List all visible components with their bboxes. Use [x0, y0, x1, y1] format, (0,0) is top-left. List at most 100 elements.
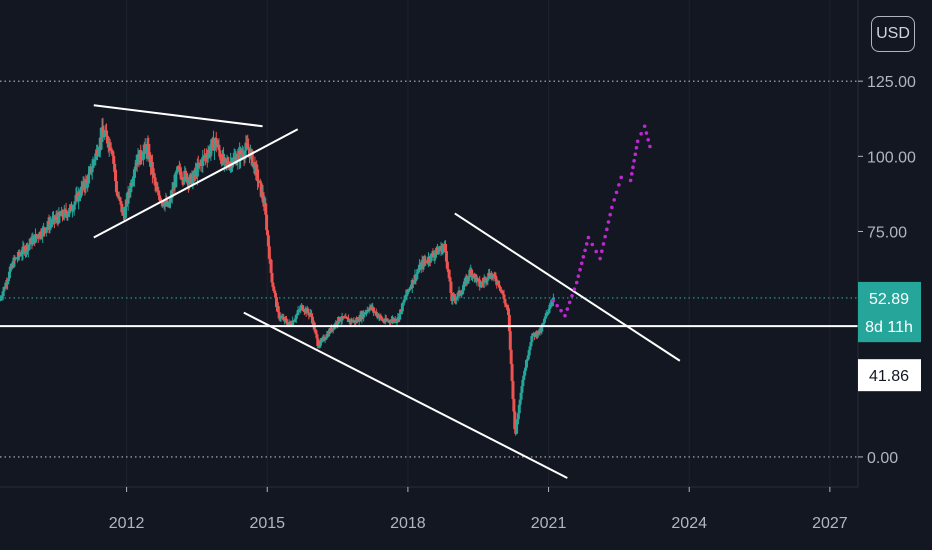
candle-body — [506, 308, 510, 315]
candle-body — [549, 303, 553, 308]
candle-body — [322, 337, 326, 340]
trend-line[interactable] — [243, 311, 568, 479]
candle-body — [308, 314, 312, 316]
dotted-price-levels — [0, 80, 858, 458]
candle-body — [183, 170, 187, 181]
candle-body — [448, 278, 452, 282]
candle-body — [318, 345, 322, 348]
candle-body — [458, 290, 462, 295]
projection-dot — [634, 146, 639, 150]
projection-dot — [576, 274, 581, 278]
candle-body — [548, 307, 552, 310]
candle-body — [258, 180, 262, 184]
candle-body — [384, 318, 388, 321]
candle-body — [441, 248, 445, 253]
projection-dot — [633, 152, 638, 157]
candle-body — [535, 334, 539, 337]
y-tick-label: 0.00 — [867, 450, 898, 467]
price-badge-label: 52.89 — [869, 291, 909, 308]
candle-body — [513, 411, 517, 430]
candle-body — [428, 260, 432, 262]
candle-body — [175, 171, 179, 173]
candle-body — [542, 318, 546, 323]
candle-body — [68, 207, 72, 214]
candle-body — [350, 319, 354, 323]
candle-body — [51, 218, 55, 223]
candle-body — [94, 153, 98, 160]
candle-body — [93, 159, 97, 161]
candle-body — [181, 178, 185, 182]
candle-body — [267, 246, 271, 259]
candle-body — [77, 192, 81, 202]
candle-body — [251, 162, 255, 166]
price-badge-label: 8d 11h — [865, 319, 913, 336]
trend-line[interactable] — [454, 212, 681, 362]
projection-dot — [629, 172, 634, 176]
candle-body — [339, 320, 343, 322]
candle-body — [400, 303, 404, 312]
candle-body — [475, 278, 479, 282]
candle-body — [525, 359, 529, 361]
candle-body — [398, 313, 402, 320]
candle-body — [141, 158, 145, 160]
candle-body — [4, 282, 8, 288]
candle-body — [486, 278, 490, 281]
candle-body — [544, 313, 548, 317]
candle-body — [522, 375, 526, 380]
candle-body — [381, 320, 385, 322]
candle-body — [195, 164, 199, 177]
candle-body — [289, 323, 293, 326]
candle-body — [112, 155, 116, 164]
candle-body — [110, 150, 114, 153]
candle-body — [323, 339, 327, 341]
candle-body — [346, 317, 350, 319]
candle-body — [184, 170, 188, 174]
candle-body — [126, 191, 130, 204]
candle-body — [219, 156, 223, 159]
candle-body — [388, 320, 392, 322]
candle-body — [427, 257, 431, 261]
candle-body — [449, 281, 453, 293]
candle-body — [204, 154, 208, 158]
candle-body — [306, 308, 310, 313]
candle-body — [444, 251, 448, 262]
projection-dot — [648, 144, 652, 149]
candle-body — [224, 159, 228, 163]
price-axis[interactable]: 125.00 100.00 75.00 0.00 — [858, 74, 916, 467]
candle-body — [217, 144, 221, 151]
candle-body — [57, 212, 61, 223]
candle-body — [270, 272, 274, 283]
projection-dots — [551, 124, 652, 318]
candle-body — [542, 322, 546, 325]
candle-body — [526, 355, 530, 360]
candle-body — [412, 280, 416, 285]
candle-body — [515, 419, 519, 425]
candle-body — [286, 323, 290, 325]
candle-body — [274, 293, 278, 298]
candle-body — [96, 149, 100, 156]
candle-body — [491, 275, 495, 278]
candle-body — [405, 289, 409, 297]
time-axis[interactable]: 2012 2015 2018 2021 2024 2027 — [109, 487, 848, 532]
candle-body — [41, 228, 45, 237]
candle-body — [301, 305, 305, 311]
projection-dot — [555, 303, 559, 308]
x-tick-label: 2024 — [671, 515, 707, 532]
candle-body — [532, 333, 536, 335]
trend-line[interactable] — [93, 104, 263, 128]
x-tick-label: 2027 — [812, 515, 848, 532]
candle-body — [223, 158, 227, 160]
candle-body — [527, 350, 531, 356]
candle-body — [66, 214, 70, 217]
candle-body — [494, 277, 498, 282]
x-tick-label: 2012 — [109, 515, 145, 532]
candle-body — [264, 203, 268, 215]
candle-body — [296, 310, 300, 314]
candle-body — [174, 172, 178, 188]
candle-body — [482, 279, 486, 283]
candle-body — [426, 262, 430, 264]
trend-line[interactable] — [93, 128, 299, 239]
candle-body — [234, 156, 238, 165]
currency-button[interactable]: USD — [871, 16, 915, 52]
